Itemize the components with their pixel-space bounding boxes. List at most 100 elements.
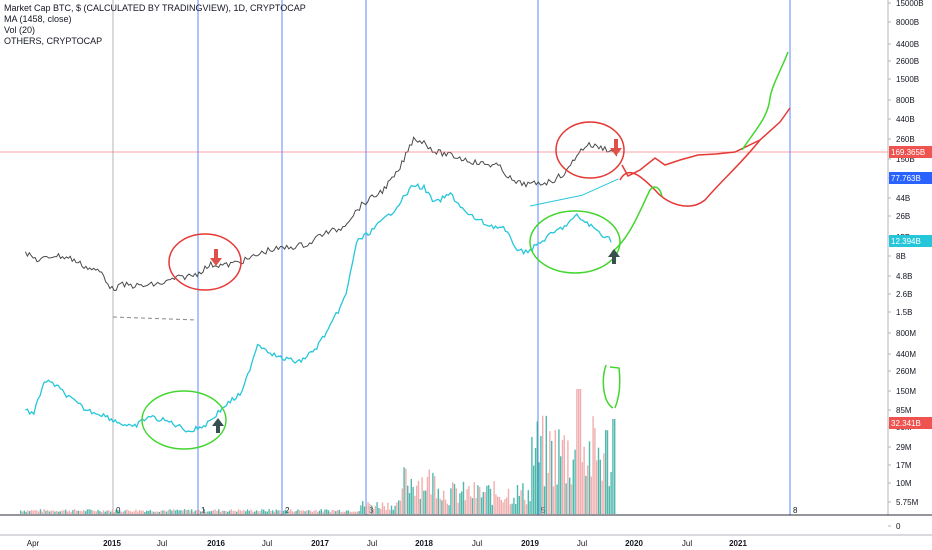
volume-bar — [396, 502, 398, 514]
volume-bar — [45, 510, 47, 514]
legend-main-series[interactable]: Market Cap BTC, $ (CALCULATED BY TRADING… — [4, 3, 306, 13]
volume-bar — [441, 500, 443, 514]
volume-bar — [61, 510, 63, 514]
volume-bar — [295, 510, 297, 514]
legend-volume[interactable]: Vol (20) — [4, 25, 36, 35]
price-tag — [889, 172, 932, 184]
volume-bar — [286, 510, 288, 514]
volume-bar — [363, 506, 366, 514]
volume-bar — [169, 509, 171, 514]
volume-bar — [401, 488, 403, 514]
price-axis-label: 440B — [896, 115, 915, 124]
volume-bar — [592, 416, 594, 514]
volume-bar — [351, 511, 353, 514]
volume-bar — [482, 492, 484, 514]
legend-ma[interactable]: MA (1458, close) — [4, 14, 72, 24]
volume-bar — [83, 509, 85, 514]
volume-bar — [450, 488, 452, 514]
price-tag — [889, 235, 932, 247]
volume-bar — [232, 510, 234, 514]
volume-bar — [437, 488, 439, 514]
volume-bar — [392, 509, 394, 514]
price-axis-label: 800M — [896, 329, 916, 338]
volume-bar — [268, 509, 270, 514]
volume-bar — [65, 509, 67, 514]
volume-bar — [540, 435, 542, 514]
volume-bar — [455, 488, 457, 514]
volume-bar — [277, 510, 279, 514]
volume-bar — [327, 510, 330, 514]
volume-bar — [81, 511, 83, 514]
volume-bar — [144, 511, 146, 514]
volume-bar — [272, 510, 274, 514]
volume-bar — [216, 510, 218, 514]
volume-bar — [230, 509, 232, 514]
volume-bar — [43, 509, 45, 514]
volume-bar — [117, 510, 119, 514]
volume-bar — [21, 511, 24, 514]
volume-bar — [135, 509, 137, 514]
volume-bar — [398, 500, 400, 514]
volume-bar — [122, 511, 124, 514]
volume-bar — [219, 511, 222, 514]
volume-bar — [291, 511, 294, 514]
volume-bar — [468, 486, 470, 514]
time-axis-label: 2018 — [415, 539, 433, 548]
volume-bar — [509, 504, 511, 514]
volume-bar — [41, 511, 43, 514]
legend-others[interactable]: OTHERS, CRYPTOCAP — [4, 36, 103, 46]
volume-bar — [340, 511, 342, 514]
volume-bar — [257, 511, 259, 514]
time-axis[interactable]: Apr 2015 Jul 2016 Jul 2017 Jul 2018 Jul 2019 Jul 20… — [0, 514, 932, 548]
volume-bar — [569, 477, 571, 514]
volume-bar — [331, 510, 333, 514]
volume-bar — [345, 510, 348, 514]
volume-bar — [205, 511, 207, 514]
green-circle-annotation — [529, 210, 621, 274]
volume-bar — [570, 484, 573, 514]
volume-bar — [524, 499, 526, 514]
volume-bar — [498, 496, 501, 514]
volume-bar — [405, 468, 407, 514]
price-axis-label: 17M — [896, 461, 912, 470]
volume-bar — [309, 510, 312, 514]
volume-bar — [349, 511, 351, 514]
volume-bar — [293, 511, 295, 514]
volume-bar — [477, 485, 479, 514]
volume-bar — [419, 498, 421, 514]
volume-bar — [612, 419, 614, 514]
volume-bar — [90, 509, 92, 514]
volume-bar — [374, 505, 376, 514]
volume-bar — [470, 496, 472, 514]
price-axis-label: 260M — [896, 367, 916, 376]
volume-bar — [408, 493, 411, 514]
volume-bar — [300, 510, 303, 514]
volume-bar — [252, 511, 254, 514]
volume-bar — [358, 511, 360, 514]
volume-bar — [342, 511, 344, 514]
volume-bar — [189, 510, 191, 514]
volume-bar — [180, 510, 182, 514]
price-axis-label: 8000B — [896, 18, 919, 27]
volume-bar — [486, 485, 488, 514]
volume-bar — [443, 490, 445, 514]
volume-bar — [466, 489, 468, 514]
volume-bar — [453, 483, 456, 514]
volume-bar — [133, 511, 135, 514]
volume-bar — [36, 510, 38, 514]
volume-bar — [129, 511, 132, 514]
volume-bar — [104, 511, 106, 514]
volume-bar — [47, 509, 49, 514]
up-arrow-icon — [608, 249, 620, 264]
volume-bar — [72, 509, 74, 514]
volume-bar — [20, 510, 22, 514]
volume-bar — [95, 511, 97, 514]
volume-bar — [182, 510, 184, 514]
volume-bar — [491, 504, 493, 514]
volume-bar — [581, 462, 583, 514]
time-axis-label: 2017 — [311, 539, 329, 548]
volume-bar — [23, 510, 25, 514]
volume-bar — [389, 509, 391, 514]
